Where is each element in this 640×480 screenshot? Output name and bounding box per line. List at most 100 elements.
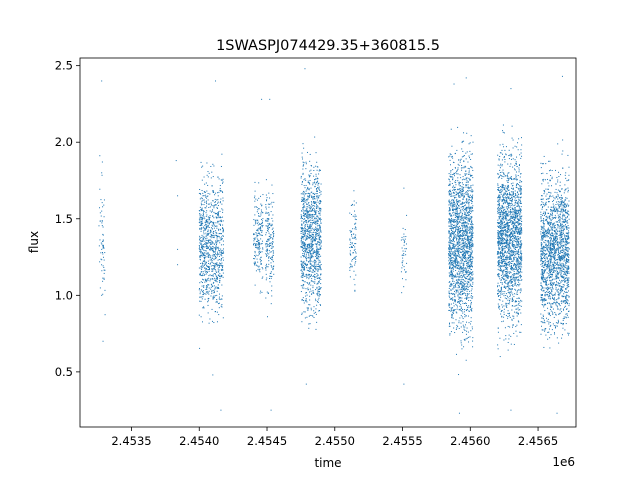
data-point [455,292,457,294]
data-point [259,250,261,252]
data-point [103,247,105,249]
data-point [213,251,215,253]
data-point [219,189,221,191]
data-point [457,189,459,191]
data-point [312,285,314,287]
data-point [452,270,454,272]
data-point [457,264,459,266]
data-point [350,266,352,268]
data-point [454,258,456,260]
data-point [267,244,269,246]
data-point [309,270,311,272]
data-point [304,235,306,237]
data-point [471,217,473,219]
data-point [308,204,310,206]
data-point [265,213,267,215]
data-point [448,232,450,234]
data-point [309,223,311,225]
data-point [506,235,508,237]
data-point [452,275,454,277]
data-point [312,244,314,246]
data-point [470,266,472,268]
data-point [470,236,472,238]
data-point [467,206,469,208]
data-point [307,202,309,204]
data-point [309,268,311,270]
data-point [270,225,272,227]
data-point [303,185,305,187]
data-point [315,213,317,215]
data-point [509,265,511,267]
data-point [199,255,201,257]
data-point [500,296,502,298]
data-point [312,210,314,212]
data-point [204,252,206,254]
data-point [206,285,208,287]
data-point [219,277,221,279]
data-point [465,181,467,183]
data-point [455,267,457,269]
data-point [471,196,473,198]
data-point [203,307,205,309]
data-point [463,253,465,255]
data-point [469,187,471,189]
data-point [500,291,502,293]
data-point [207,312,209,314]
data-point [453,237,455,239]
data-point [466,305,468,307]
data-point [220,265,222,267]
data-point [469,306,471,308]
data-point [271,259,273,261]
data-point [220,165,222,167]
data-point [308,206,310,208]
data-point [315,218,317,220]
data-point [99,212,101,214]
data-point [508,149,510,151]
data-point [211,255,213,257]
data-point [455,276,457,278]
data-point [315,235,317,237]
data-point [207,247,209,249]
data-point [304,221,306,223]
data-point [311,238,313,240]
data-point [201,218,203,220]
data-point [472,190,474,192]
data-point [199,224,201,226]
data-point [471,307,473,309]
data-point [312,287,314,289]
data-point [305,274,307,276]
data-point [317,220,319,222]
data-point [260,261,262,263]
data-point [509,221,510,223]
data-point [448,290,450,292]
data-point [450,153,452,155]
data-point [518,259,520,261]
data-point [206,265,208,267]
data-point [468,250,470,252]
data-point [270,271,272,273]
data-point [310,266,312,268]
data-point [450,175,452,177]
data-point [218,274,220,276]
data-point [222,220,224,222]
data-point [453,211,455,213]
data-point [466,247,468,249]
data-point [306,316,308,318]
data-point [308,278,310,280]
data-point [314,201,316,203]
data-point [449,249,451,251]
data-point [453,221,455,223]
data-point [313,306,315,308]
data-point [311,202,313,204]
data-point [316,238,318,240]
data-point [305,219,307,221]
data-point [458,195,460,197]
data-point [352,252,354,254]
data-point [304,242,306,244]
data-point [200,204,202,206]
data-point [222,229,224,231]
data-point [310,275,312,277]
data-point [267,240,269,242]
data-point [309,204,311,206]
data-point [456,202,458,204]
